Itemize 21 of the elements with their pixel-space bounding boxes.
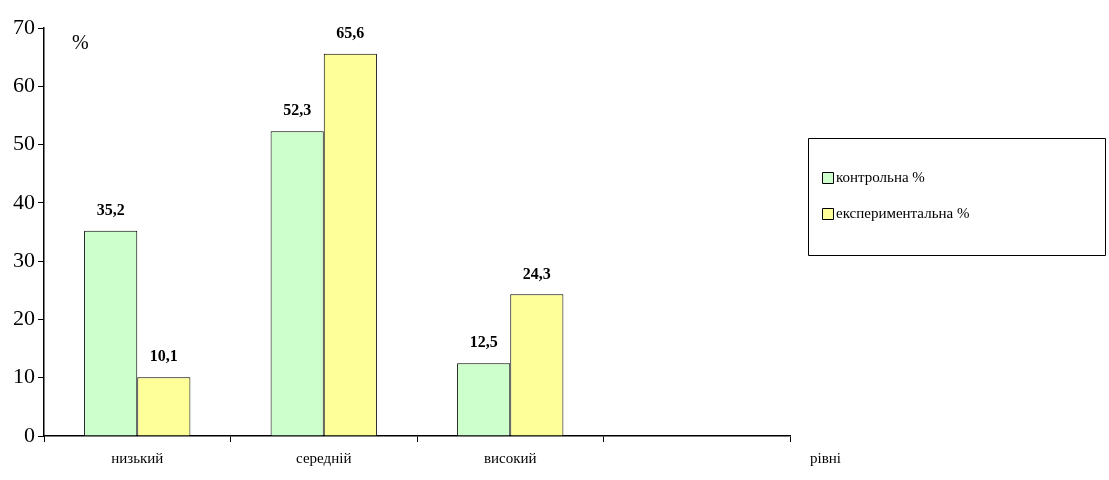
x-axis-title: рівні <box>810 450 841 467</box>
data-label: 24,3 <box>522 264 551 282</box>
x-tick-label: середній <box>296 449 352 466</box>
y-tick-label: 10 <box>13 363 35 389</box>
data-label: 12,5 <box>469 333 498 351</box>
y-tick-label: 20 <box>13 305 35 331</box>
y-axis-title: % <box>72 31 89 54</box>
y-tick-label: 50 <box>13 130 35 156</box>
y-tick-label: 0 <box>24 421 35 447</box>
legend-label: експериментальна % <box>836 204 970 221</box>
data-label: 35,2 <box>96 200 125 218</box>
y-tick-label: 60 <box>13 72 35 98</box>
y-tick-label: 40 <box>13 188 35 214</box>
y-tick-label: 70 <box>13 13 35 39</box>
legend-label: контрольна % <box>836 168 925 185</box>
data-label: 10,1 <box>149 347 178 365</box>
x-tick-label: високий <box>483 449 537 466</box>
data-label: 52,3 <box>283 101 312 119</box>
data-label: 65,6 <box>336 23 365 41</box>
y-tick-label: 30 <box>13 246 35 272</box>
x-tick-label: низький <box>111 449 164 466</box>
